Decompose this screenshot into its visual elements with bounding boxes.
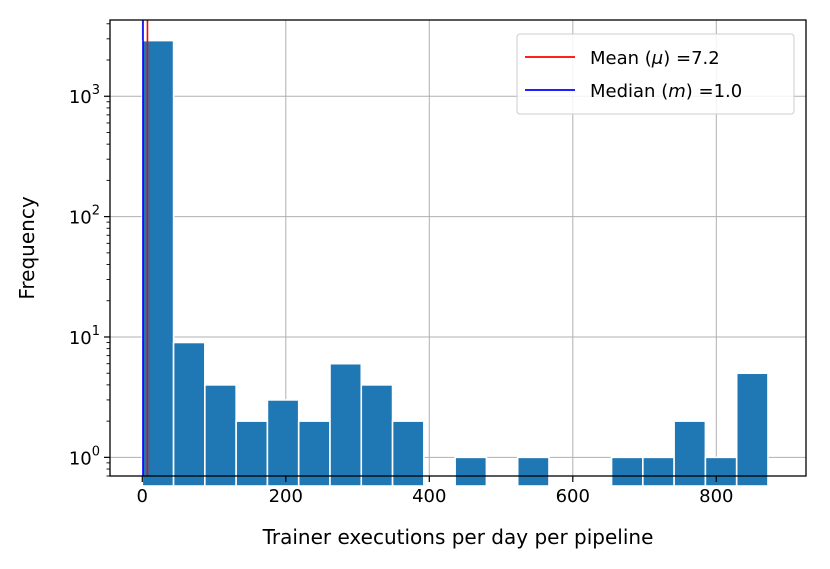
y-axis-label: Frequency [15, 196, 39, 299]
reference-lines [142, 20, 149, 476]
x-tick-label: 800 [699, 486, 733, 507]
x-axis-label: Trainer executions per day per pipeline [262, 525, 654, 549]
legend-box [516, 33, 795, 115]
y-axis-ticks: 100 101 102 103 [69, 23, 110, 477]
histogram-bar [297, 420, 331, 487]
histogram-bar [454, 456, 488, 487]
x-tick-label: 0 [137, 486, 148, 507]
legend-entries: Mean (μ) =7.2 Median (m) =1.0 [525, 48, 742, 102]
histogram-bar [642, 456, 675, 487]
legend-label: Mean (μ) =7.2 [590, 48, 720, 69]
histogram-bar [735, 372, 769, 487]
histogram-bar [391, 420, 425, 487]
plot-frame [109, 19, 807, 477]
y-tick-label: 101 [69, 324, 100, 349]
histogram-bar [673, 420, 707, 487]
x-axis-ticks: 0 200 400 600 800 [137, 476, 733, 507]
histogram-bar [516, 456, 550, 487]
x-tick-label: 400 [412, 486, 446, 507]
legend: Mean (μ) =7.2 Median (m) =1.0 [516, 33, 795, 115]
x-tick-label: 600 [556, 486, 590, 507]
histogram-bar [204, 384, 237, 487]
histogram-bar [172, 341, 206, 487]
x-tick-label: 200 [269, 486, 303, 507]
y-tick-label: 103 [69, 83, 100, 108]
legend-label: Median (m) =1.0 [590, 81, 742, 102]
histogram-bar [266, 399, 300, 487]
y-tick-label: 102 [69, 204, 100, 229]
y-tick-label: 100 [69, 444, 100, 469]
histogram-bar [360, 384, 394, 487]
histogram-bar [235, 420, 269, 487]
histogram-bar [610, 456, 644, 487]
histogram-bar [704, 456, 738, 487]
histogram-bar [329, 362, 363, 487]
